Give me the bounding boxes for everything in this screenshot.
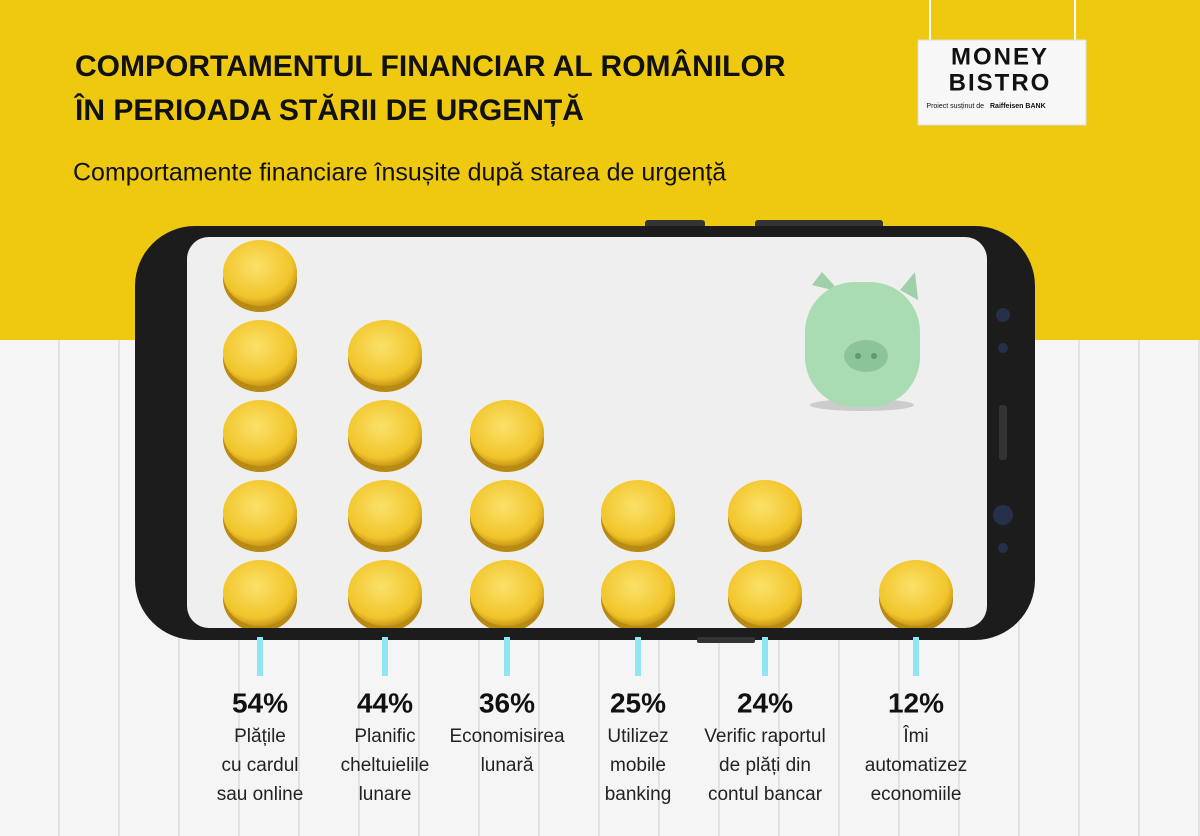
coin	[728, 560, 802, 626]
coin	[879, 560, 953, 626]
coin-stack	[348, 320, 422, 632]
category-label: sau online	[217, 784, 304, 805]
coin	[601, 480, 675, 546]
coin	[223, 560, 297, 626]
phone-button	[697, 637, 755, 643]
category-label: contul bancar	[708, 784, 823, 805]
category-label: cheltuielile	[341, 755, 430, 776]
category-label: Utilizez	[607, 726, 668, 747]
phone-bezel	[200, 628, 980, 637]
coin-stack	[728, 480, 802, 632]
category-label: Plățile	[234, 726, 286, 747]
category-label: banking	[605, 784, 672, 805]
category-label: Verific raportul	[704, 726, 825, 747]
coin-stack	[223, 240, 297, 632]
coin	[223, 320, 297, 386]
value-label: 36%	[479, 687, 535, 718]
logo-bank: Raiffeisen BANK	[990, 103, 1046, 110]
category-label: de plăți din	[719, 755, 811, 776]
coin	[223, 240, 297, 306]
coin	[470, 480, 544, 546]
value-label: 54%	[232, 687, 288, 718]
category-label: lunare	[359, 784, 412, 805]
logo-sign	[917, 39, 1087, 126]
value-label: 44%	[357, 687, 413, 718]
chart-title: COMPORTAMENTUL FINANCIAR AL ROMÂNILOR	[75, 49, 786, 83]
coin	[348, 480, 422, 546]
chart-subtitle: Comportamente financiare însușite după s…	[73, 159, 726, 187]
coin	[348, 320, 422, 386]
coin-stack	[879, 560, 953, 632]
value-label: 25%	[610, 687, 666, 718]
value-label: 24%	[737, 687, 793, 718]
logo-text: MONEY	[951, 43, 1049, 70]
category-label: economiile	[871, 784, 962, 805]
coin-stack	[470, 400, 544, 632]
coin	[728, 480, 802, 546]
category-label: automatizez	[865, 755, 967, 776]
coin	[470, 560, 544, 626]
value-label: 12%	[888, 687, 944, 718]
logo-sponsor: Proiect susținut de	[926, 103, 984, 110]
logo-text: BISTRO	[949, 69, 1052, 96]
category-label: Îmi	[902, 725, 928, 747]
category-label: lunară	[481, 755, 534, 776]
coin	[470, 400, 544, 466]
coin-stack	[601, 480, 675, 632]
coin	[601, 560, 675, 626]
chart-title: ÎN PERIOADA STĂRII DE URGENȚĂ	[73, 93, 584, 127]
coin	[223, 400, 297, 466]
coin	[223, 480, 297, 546]
category-label: Planific	[354, 726, 415, 747]
category-label: mobile	[610, 755, 666, 776]
category-label: cu cardul	[221, 755, 298, 776]
coin	[348, 560, 422, 626]
coin	[348, 400, 422, 466]
category-label: Economisirea	[449, 726, 565, 747]
piggy-bank	[805, 272, 920, 411]
